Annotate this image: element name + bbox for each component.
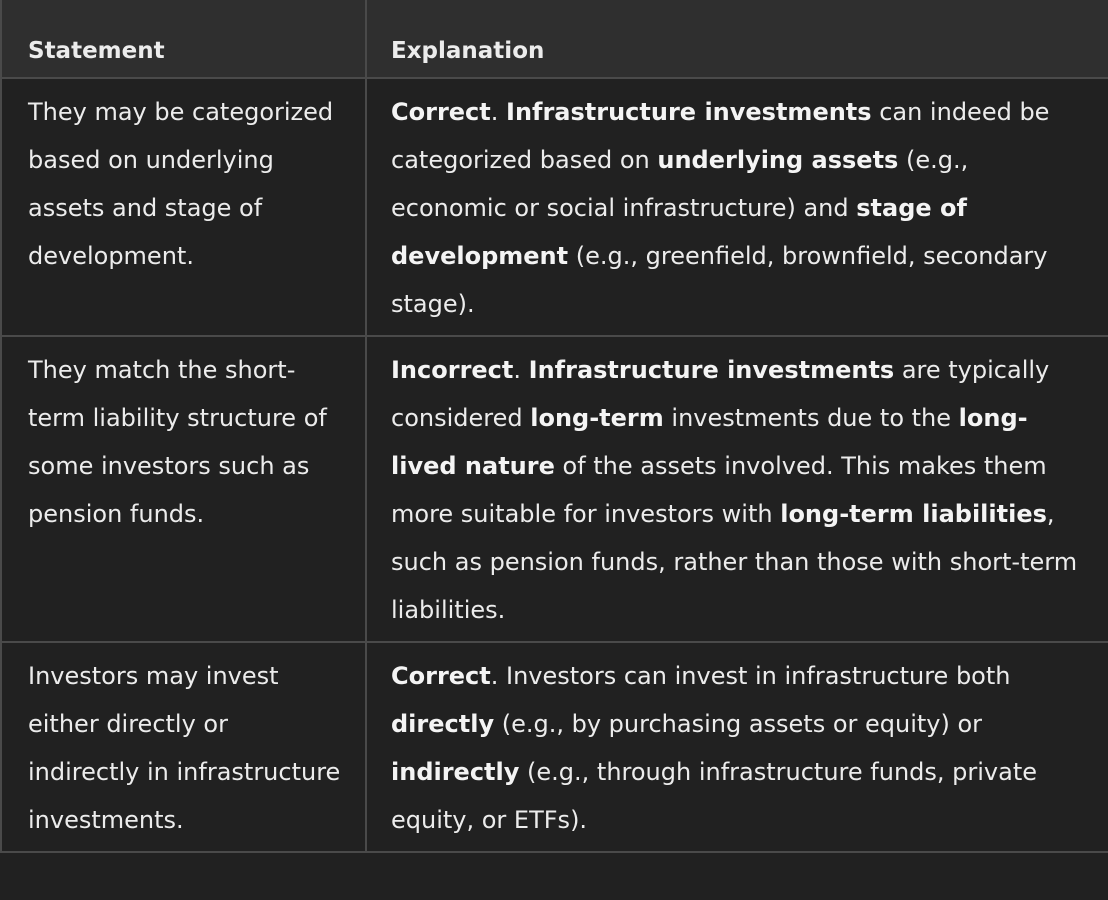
text-run: , such as pension funds, rather than tho… bbox=[391, 500, 1078, 624]
column-header-explanation: Explanation bbox=[365, 0, 1108, 79]
text-run: . bbox=[513, 356, 529, 384]
table-row: They may be categorized based on underly… bbox=[0, 77, 1108, 337]
statements-table: Statement Explanation They may be catego… bbox=[0, 0, 1108, 853]
table-header: Statement Explanation bbox=[0, 0, 1108, 79]
statement-cell: They may be categorized based on underly… bbox=[0, 77, 367, 337]
text-run: (e.g., through infrastructure funds, pri… bbox=[391, 758, 1038, 834]
bold-text: stage of development bbox=[391, 194, 967, 270]
bold-text: Incorrect bbox=[391, 356, 514, 384]
text-run: (e.g., by purchasing assets or equity) o… bbox=[494, 710, 983, 738]
bold-text: directly bbox=[391, 710, 495, 738]
bold-text: Infrastructure investments bbox=[528, 356, 895, 384]
bold-text: long-lived nature bbox=[391, 404, 1028, 480]
bold-text: Correct bbox=[391, 98, 491, 126]
text-run: (e.g., greenfield, brownfield, secondary… bbox=[391, 242, 1048, 318]
statement-cell: They match the short-term liability stru… bbox=[0, 335, 367, 643]
column-header-statement: Statement bbox=[0, 0, 367, 79]
bold-text: Infrastructure investments bbox=[506, 98, 872, 126]
bold-text: indirectly bbox=[391, 758, 520, 786]
explanation-cell: Correct. Investors can invest in infrast… bbox=[365, 641, 1108, 853]
table-row: They match the short-term liability stru… bbox=[0, 335, 1108, 643]
text-run: (e.g., economic or social infrastructure… bbox=[391, 146, 969, 222]
bold-text: long-term liabilities bbox=[780, 500, 1047, 528]
bold-text: underlying assets bbox=[657, 146, 899, 174]
text-run: of the assets involved. This makes them … bbox=[391, 452, 1047, 528]
text-run: . bbox=[490, 98, 507, 126]
explanation-cell: Correct. Infrastructure investments can … bbox=[365, 77, 1108, 337]
text-run: are typically considered bbox=[391, 356, 1050, 432]
text-run: can indeed be categorized based on bbox=[391, 98, 1050, 174]
bold-text: long-term bbox=[530, 404, 664, 432]
text-run: investments due to the bbox=[663, 404, 959, 432]
explanation-cell: Incorrect. Infrastructure investments ar… bbox=[365, 335, 1108, 643]
bold-text: Correct bbox=[391, 662, 491, 690]
header-row: Statement Explanation bbox=[0, 0, 1108, 79]
table-body: They may be categorized based on underly… bbox=[0, 77, 1108, 853]
table-row: Investors may invest either directly or … bbox=[0, 641, 1108, 853]
text-run: . Investors can invest in infrastructure… bbox=[490, 662, 1011, 690]
statement-cell: Investors may invest either directly or … bbox=[0, 641, 367, 853]
